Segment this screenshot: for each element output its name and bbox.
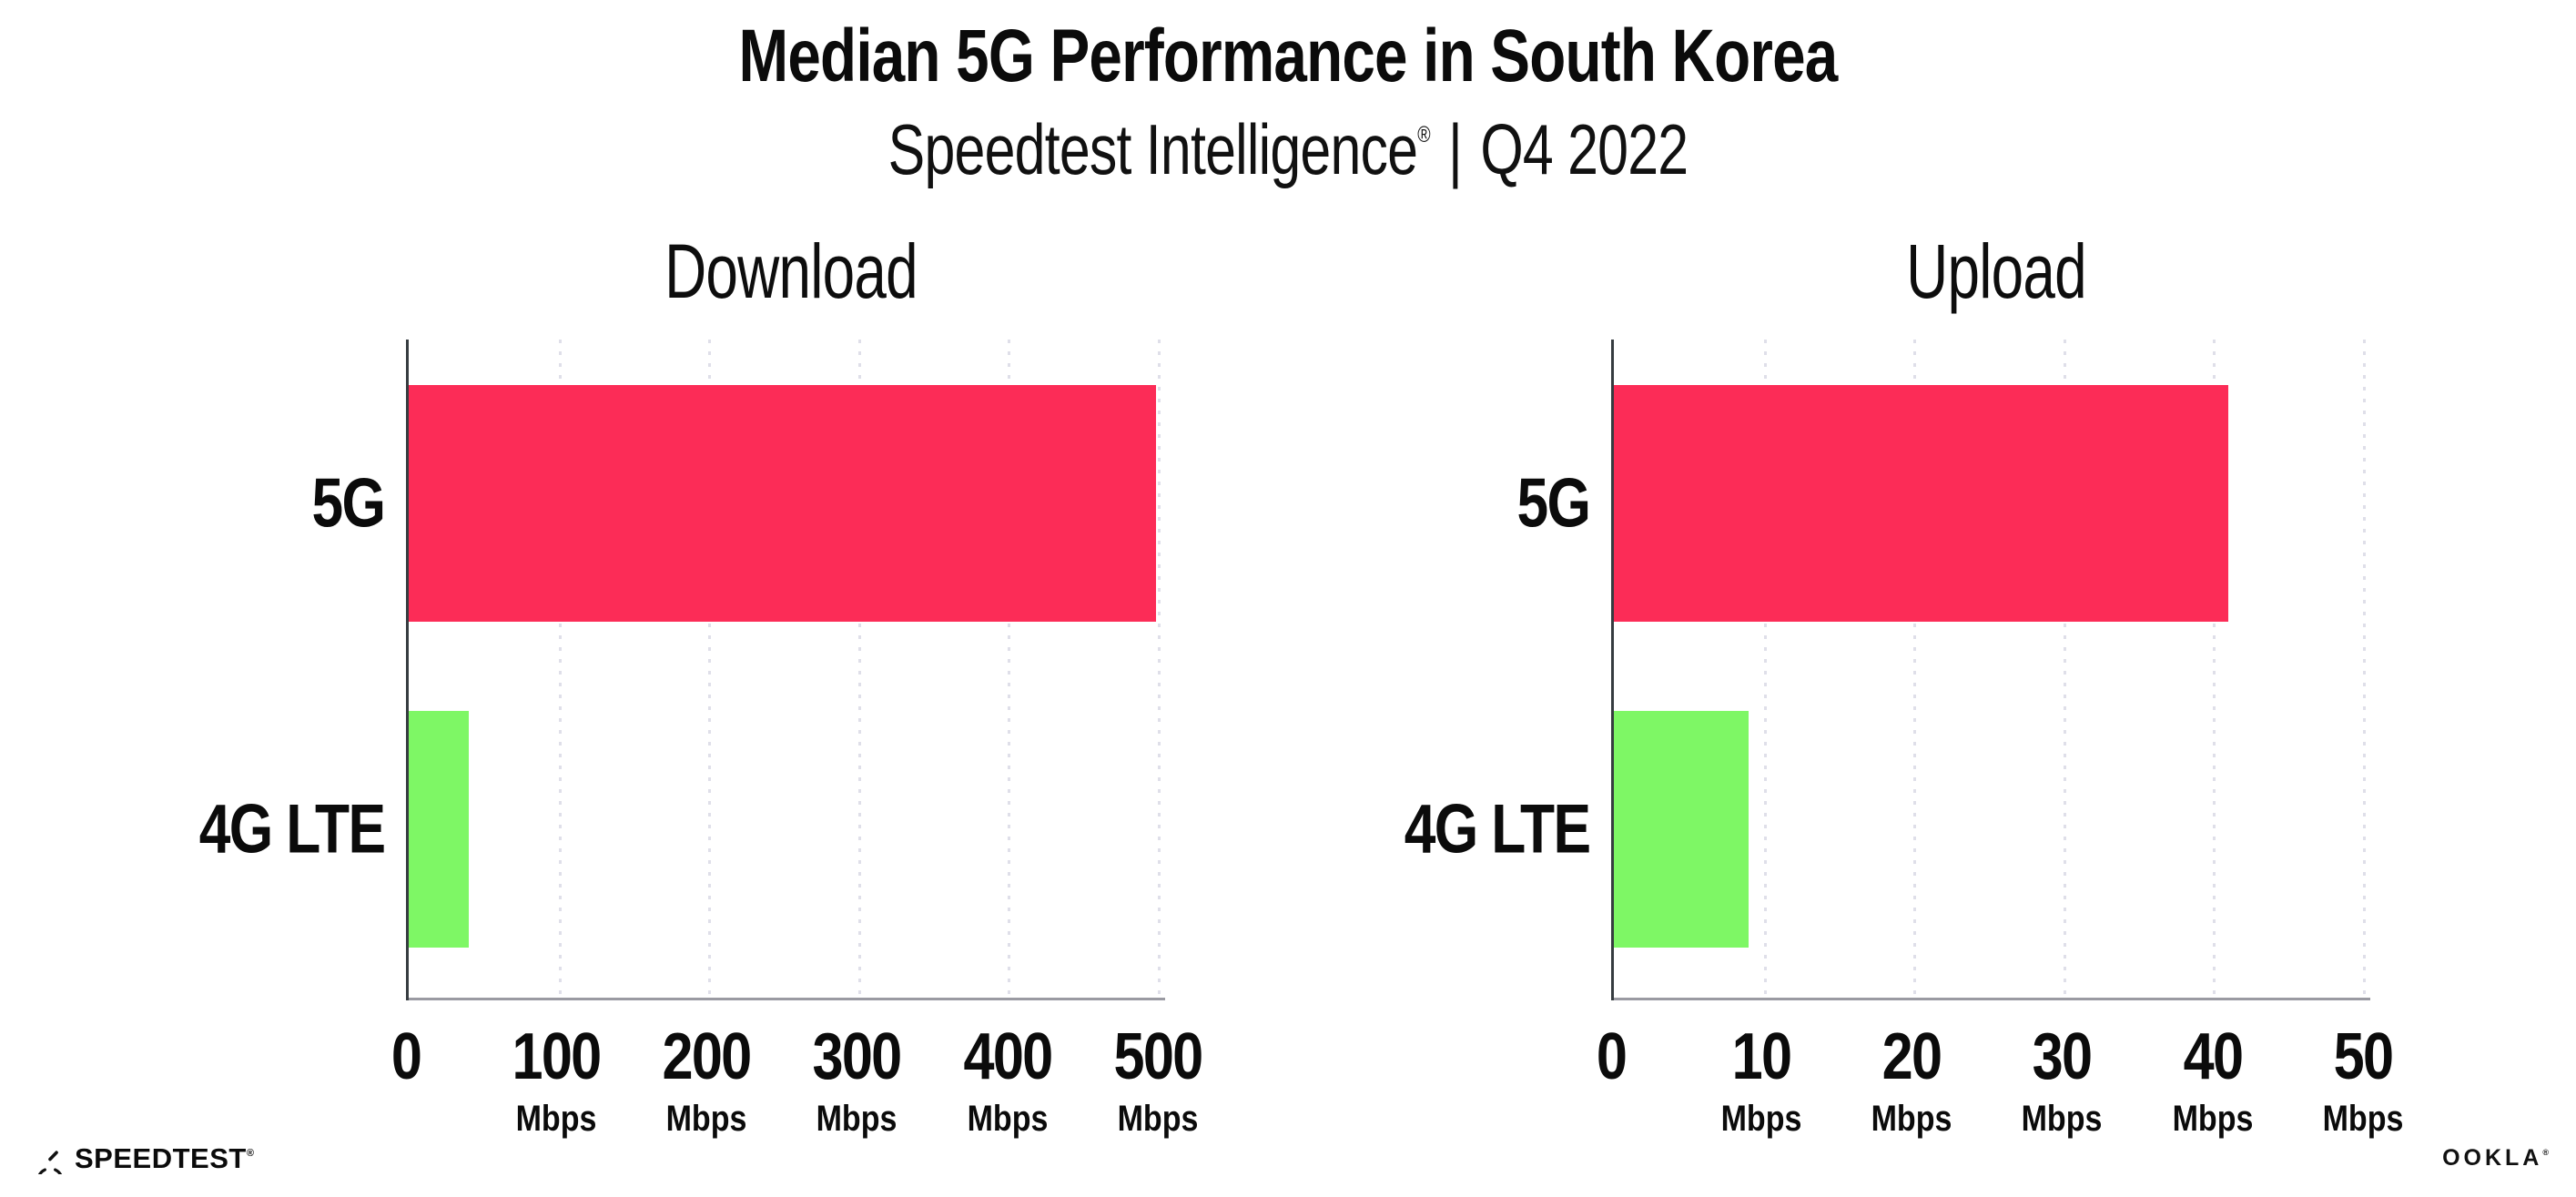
gridline [1913,339,1917,1000]
bar-5g-upload [1614,384,2228,622]
gridline [857,339,861,1000]
chart-body-upload: 5G 4G LTE [1356,339,2381,1000]
x-tick-label: 0 [1596,1019,1628,1093]
ookla-logo: OOKLA® [2442,1145,2549,1172]
x-tick-unit: Mbps [2322,1098,2404,1139]
chart-title-download: Download [664,228,918,314]
x-tick-value: 500 [1113,1019,1203,1093]
x-tick-value: 40 [2183,1019,2243,1093]
x-tick-label: 400 Mbps [963,1019,1053,1139]
x-tick-unit: Mbps [515,1098,597,1139]
x-tick-label: 100 Mbps [512,1019,603,1139]
subtitle-period: Q4 2022 [1480,108,1689,189]
gridline [1763,339,1767,1000]
speedtest-logo: SPEEDTEST® [35,1142,254,1175]
charts-row: Download 5G 4G LTE 0 100 [0,228,2576,1170]
x-tick-value: 30 [2033,1019,2093,1093]
x-axis-ticks-download: 0 100 Mbps 200 Mbps 300 Mbps 400 Mbps 50… [391,1019,1203,1170]
x-tick-unit: Mbps [967,1098,1048,1139]
bar-5g-download [409,384,1157,622]
x-tick-value: 300 [812,1019,903,1093]
chart-title-upload: Upload [1906,228,2087,314]
x-tick-label: 20 Mbps [1871,1024,1952,1137]
x-tick-label: 0 [390,1019,422,1093]
chart-body-download: 5G 4G LTE [151,339,1176,1000]
page-subtitle: Speedtest Intelligence® | Q4 2022 [283,108,2292,189]
x-tick-label: 500 Mbps [1113,1019,1203,1139]
x-tick-label: 300 Mbps [812,1019,903,1139]
x-tick-value: 10 [1731,1019,1792,1093]
ookla-registered-mark: ® [2542,1147,2549,1157]
x-tick-label: 30 Mbps [2022,1024,2103,1137]
page-header: Median 5G Performance in South Korea Spe… [0,0,2576,189]
x-tick-value: 200 [662,1019,753,1093]
ylabel-5g: 5G [311,464,386,543]
x-tick-unit: Mbps [816,1098,898,1139]
ylabel-4g-lte: 4G LTE [1404,790,1590,868]
gridline [1008,339,1011,1000]
x-tick-unit: Mbps [2022,1098,2103,1139]
x-tick-unit: Mbps [1871,1098,1952,1139]
subtitle-brand: Speedtest Intelligence [887,108,1418,189]
page-title: Median 5G Performance in South Korea [738,15,1839,97]
gridline [558,339,562,1000]
x-tick-label: 200 Mbps [662,1019,753,1139]
x-tick-value: 0 [390,1019,422,1093]
ookla-label: OOKLA [2442,1145,2543,1171]
registered-mark: ® [1417,121,1430,147]
x-axis-line [409,997,1166,1000]
x-tick-value: 0 [1596,1019,1628,1093]
x-tick-value: 100 [512,1019,603,1093]
plot-area-download [406,339,1176,1000]
speedtest-label: SPEEDTEST [75,1142,247,1174]
ylabel-5g: 5G [1516,464,1591,543]
x-tick-value: 50 [2333,1019,2393,1093]
plot-area-upload [1611,339,2381,1000]
x-tick-unit: Mbps [1720,1098,1802,1139]
x-tick-value: 20 [1881,1019,1942,1093]
x-tick-label: 10 Mbps [1721,1024,1802,1137]
x-tick-label: 40 Mbps [2172,1024,2253,1137]
chart-download: Download 5G 4G LTE 0 100 [151,228,1203,1170]
gridline [2063,339,2066,1000]
x-tick-unit: Mbps [2172,1098,2253,1139]
x-tick-label: 50 Mbps [2322,1024,2403,1137]
gridline [708,339,712,1000]
gridline [2362,339,2366,1000]
x-axis-line [1614,997,2371,1000]
bar-4g-lte-download [409,710,469,948]
chart-upload: Upload 5G 4G LTE 0 10 Mb [1356,228,2403,1170]
speedtest-wordmark: SPEEDTEST® [75,1142,254,1175]
speedtest-gauge-icon [35,1143,66,1174]
gridline [2213,339,2216,1000]
gridline [1157,339,1161,1000]
speedtest-registered-mark: ® [246,1147,255,1159]
x-tick-unit: Mbps [1117,1098,1199,1139]
x-tick-unit: Mbps [665,1098,747,1139]
y-axis-labels-upload: 5G 4G LTE [1356,340,1611,1000]
bar-4g-lte-upload [1614,710,1749,948]
ylabel-4g-lte: 4G LTE [198,790,385,868]
y-axis-labels-download: 5G 4G LTE [151,340,406,1000]
x-tick-value: 400 [963,1019,1053,1093]
subtitle-divider: | [1448,108,1463,189]
x-axis-ticks-upload: 0 10 Mbps 20 Mbps 30 Mbps 40 Mbps 50 Mbp… [1597,1024,2403,1170]
